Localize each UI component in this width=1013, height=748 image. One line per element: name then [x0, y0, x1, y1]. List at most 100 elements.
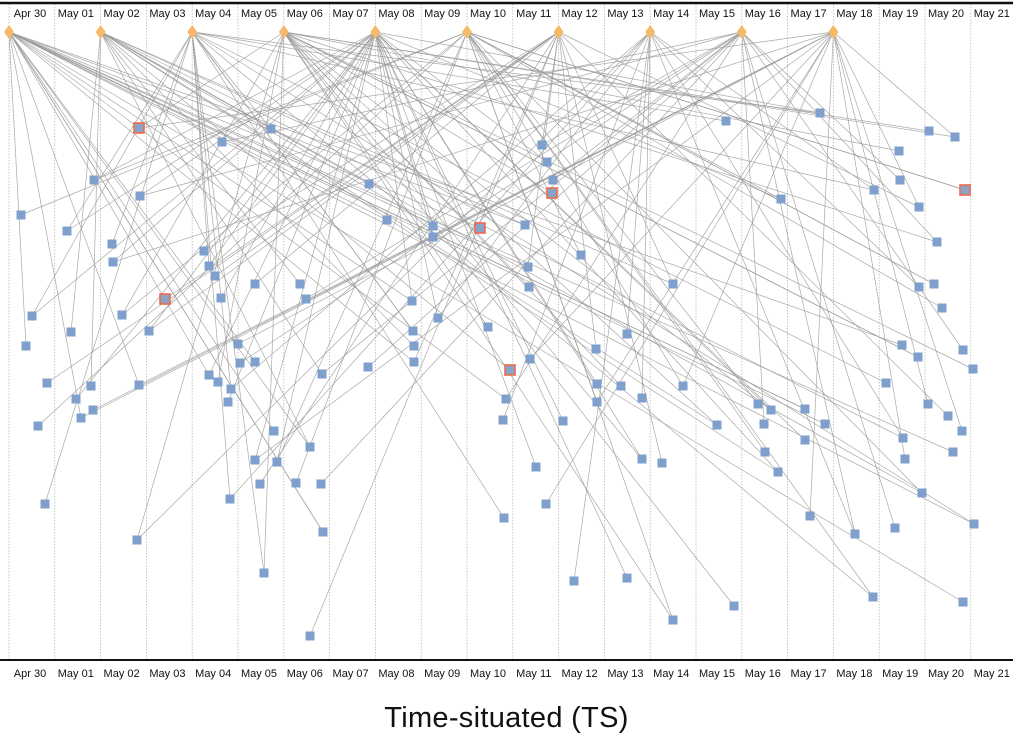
entity-node[interactable]: [132, 535, 142, 545]
entity-node[interactable]: [917, 488, 927, 498]
entity-node[interactable]: [668, 279, 678, 289]
entity-node[interactable]: [499, 513, 509, 523]
entity-node[interactable]: [295, 279, 305, 289]
entity-node[interactable]: [943, 411, 953, 421]
entity-node[interactable]: [542, 157, 552, 167]
entity-node[interactable]: [108, 257, 118, 267]
highlighted-entity-node[interactable]: [474, 222, 486, 234]
entity-node[interactable]: [318, 527, 328, 537]
entity-node[interactable]: [204, 370, 214, 380]
entity-node[interactable]: [88, 405, 98, 415]
entity-node[interactable]: [881, 378, 891, 388]
entity-node[interactable]: [483, 322, 493, 332]
entity-node[interactable]: [800, 435, 810, 445]
entity-node[interactable]: [250, 455, 260, 465]
event-hub-diamond[interactable]: [828, 25, 839, 39]
entity-node[interactable]: [204, 261, 214, 271]
event-hub-diamond[interactable]: [736, 25, 747, 39]
entity-node[interactable]: [929, 279, 939, 289]
entity-node[interactable]: [216, 293, 226, 303]
entity-node[interactable]: [958, 597, 968, 607]
entity-node[interactable]: [913, 352, 923, 362]
entity-node[interactable]: [409, 341, 419, 351]
entity-node[interactable]: [576, 250, 586, 260]
entity-node[interactable]: [86, 381, 96, 391]
entity-node[interactable]: [957, 426, 967, 436]
event-hub-diamond[interactable]: [278, 25, 289, 39]
entity-node[interactable]: [291, 478, 301, 488]
event-hub-diamond[interactable]: [553, 25, 564, 39]
entity-node[interactable]: [199, 246, 209, 256]
entity-node[interactable]: [678, 381, 688, 391]
entity-node[interactable]: [213, 377, 223, 387]
entity-node[interactable]: [850, 529, 860, 539]
entity-node[interactable]: [524, 282, 534, 292]
entity-node[interactable]: [668, 615, 678, 625]
entity-node[interactable]: [408, 326, 418, 336]
highlighted-entity-node[interactable]: [159, 293, 171, 305]
entity-node[interactable]: [269, 426, 279, 436]
entity-node[interactable]: [969, 519, 979, 529]
highlighted-entity-node[interactable]: [959, 184, 971, 196]
entity-node[interactable]: [531, 462, 541, 472]
entity-node[interactable]: [40, 499, 50, 509]
entity-node[interactable]: [66, 327, 76, 337]
event-hub-diamond[interactable]: [95, 25, 106, 39]
entity-node[interactable]: [76, 413, 86, 423]
entity-node[interactable]: [135, 191, 145, 201]
entity-node[interactable]: [721, 116, 731, 126]
event-hub-diamond[interactable]: [187, 25, 198, 39]
entity-node[interactable]: [301, 294, 311, 304]
entity-node[interactable]: [134, 380, 144, 390]
entity-node[interactable]: [760, 447, 770, 457]
entity-node[interactable]: [250, 357, 260, 367]
entity-node[interactable]: [900, 454, 910, 464]
entity-node[interactable]: [712, 420, 722, 430]
entity-node[interactable]: [117, 310, 127, 320]
entity-node[interactable]: [259, 568, 269, 578]
event-hub-diamond[interactable]: [4, 25, 14, 39]
entity-node[interactable]: [622, 329, 632, 339]
entity-node[interactable]: [233, 339, 243, 349]
entity-node[interactable]: [520, 220, 530, 230]
entity-node[interactable]: [914, 202, 924, 212]
entity-node[interactable]: [409, 357, 419, 367]
entity-node[interactable]: [501, 394, 511, 404]
entity-node[interactable]: [897, 340, 907, 350]
entity-node[interactable]: [548, 175, 558, 185]
entity-node[interactable]: [815, 108, 825, 118]
entity-node[interactable]: [272, 457, 282, 467]
entity-node[interactable]: [42, 378, 52, 388]
entity-node[interactable]: [868, 592, 878, 602]
entity-node[interactable]: [950, 132, 960, 142]
highlighted-entity-node[interactable]: [133, 122, 145, 134]
entity-node[interactable]: [235, 358, 245, 368]
entity-node[interactable]: [33, 421, 43, 431]
entity-node[interactable]: [637, 454, 647, 464]
entity-node[interactable]: [428, 232, 438, 242]
entity-node[interactable]: [622, 573, 632, 583]
entity-node[interactable]: [21, 341, 31, 351]
entity-node[interactable]: [776, 194, 786, 204]
entity-node[interactable]: [766, 405, 776, 415]
entity-node[interactable]: [759, 419, 769, 429]
entity-node[interactable]: [800, 404, 810, 414]
entity-node[interactable]: [914, 282, 924, 292]
entity-node[interactable]: [382, 215, 392, 225]
entity-node[interactable]: [89, 175, 99, 185]
entity-node[interactable]: [898, 433, 908, 443]
entity-node[interactable]: [62, 226, 72, 236]
entity-node[interactable]: [894, 146, 904, 156]
entity-node[interactable]: [558, 416, 568, 426]
entity-node[interactable]: [592, 379, 602, 389]
entity-node[interactable]: [537, 140, 547, 150]
entity-node[interactable]: [363, 362, 373, 372]
entity-node[interactable]: [753, 399, 763, 409]
entity-node[interactable]: [27, 311, 37, 321]
entity-node[interactable]: [805, 511, 815, 521]
entity-node[interactable]: [223, 397, 233, 407]
entity-node[interactable]: [16, 210, 26, 220]
entity-node[interactable]: [364, 179, 374, 189]
entity-node[interactable]: [616, 381, 626, 391]
highlighted-entity-node[interactable]: [546, 187, 558, 199]
